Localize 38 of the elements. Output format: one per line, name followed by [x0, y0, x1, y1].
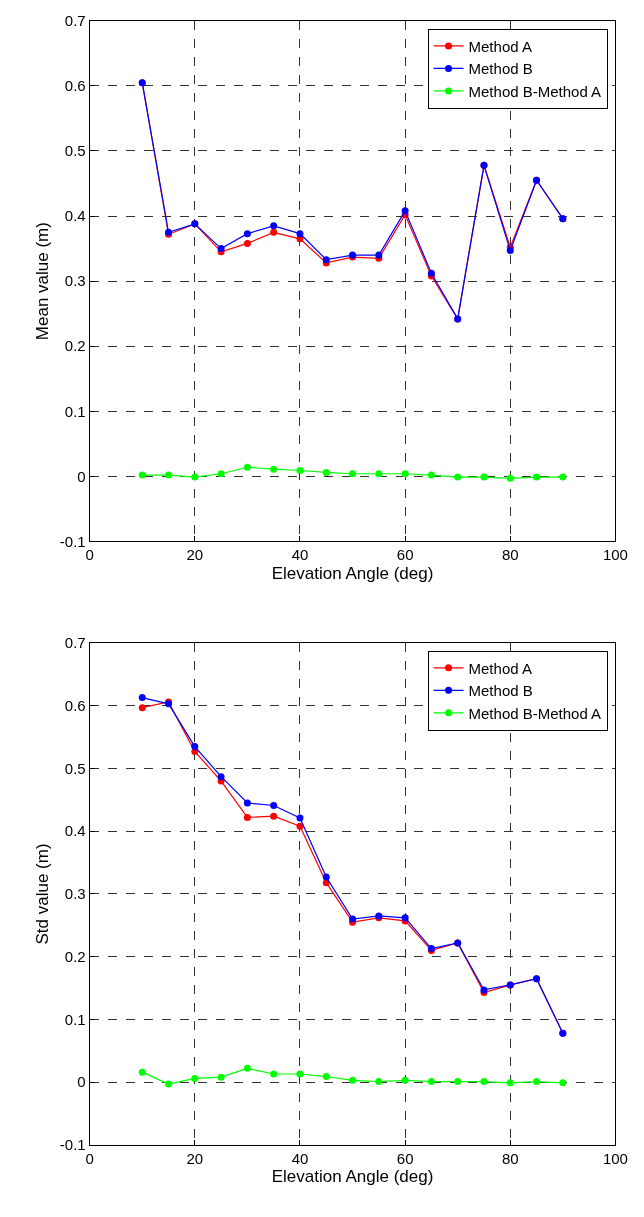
y-tick-label: 0.5 [64, 142, 86, 160]
legend-label: Method B-Method A [468, 704, 602, 722]
x-tick-label: 60 [396, 1149, 414, 1167]
x-tick-label: 60 [396, 546, 414, 564]
y-axis-title: Std value (m) [33, 843, 53, 945]
y-tick-label: 0.1 [64, 402, 86, 420]
x-axis-title: Elevation Angle (deg) [271, 563, 434, 583]
y-tick-label: 0.2 [64, 337, 86, 355]
x-tick-label: 20 [186, 1149, 204, 1167]
y-tick-label: 0.6 [64, 77, 86, 95]
x-tick-label: 80 [501, 1149, 519, 1167]
y-tick-label: 0.6 [64, 697, 86, 715]
x-tick-label: 20 [186, 546, 204, 564]
legend-label: Method B [468, 60, 533, 78]
y-tick-label: 0.3 [64, 272, 86, 290]
y-tick-label: 0.7 [64, 12, 86, 30]
y-tick-label: 0.7 [64, 634, 86, 652]
y-tick-label: 0.1 [64, 1010, 86, 1028]
y-tick-label: 0 [77, 467, 86, 485]
y-tick-label: -0.1 [59, 1136, 86, 1154]
x-axis-title: Elevation Angle (deg) [271, 1167, 434, 1187]
y-tick-label: 0.4 [64, 207, 86, 225]
legend-label: Method B-Method A [468, 82, 602, 100]
y-axis-title: Mean value (m) [33, 222, 53, 341]
x-tick-label: 40 [291, 546, 309, 564]
x-tick-label: 40 [291, 1149, 309, 1167]
x-tick-label: 100 [602, 1149, 628, 1167]
legend-label: Method B [468, 682, 533, 700]
y-tick-label: 0.5 [64, 759, 86, 777]
y-tick-label: 0.3 [64, 885, 86, 903]
y-tick-label: 0.4 [64, 822, 86, 840]
y-tick-label: 0 [77, 1073, 86, 1091]
x-tick-label: 100 [602, 546, 628, 564]
y-tick-label: -0.1 [59, 532, 86, 550]
x-tick-label: 80 [501, 546, 519, 564]
y-tick-label: 0.2 [64, 947, 86, 965]
legend-label: Method A [468, 659, 532, 677]
legend-label: Method A [468, 37, 532, 55]
